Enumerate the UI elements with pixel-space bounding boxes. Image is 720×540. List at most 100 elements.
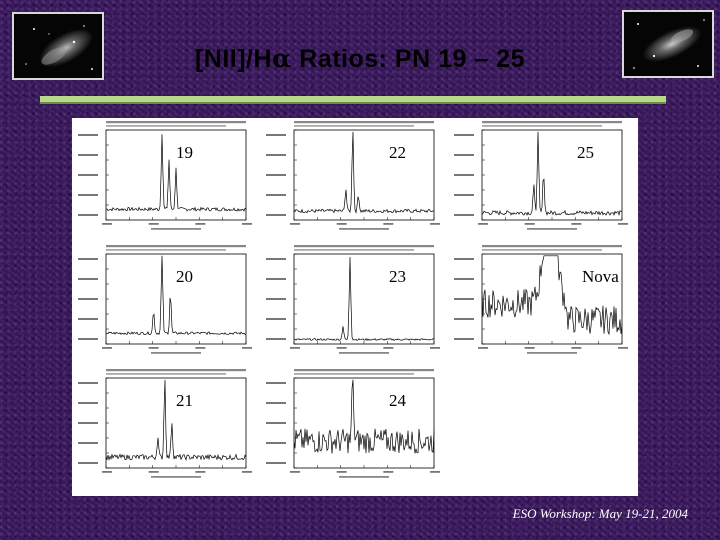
galaxy-image-left (12, 12, 104, 80)
panel-header-line (106, 373, 226, 375)
panel-label: 25 (577, 143, 594, 162)
y-tick-label (266, 214, 286, 216)
x-tick-label (618, 347, 628, 349)
y-tick-label (78, 338, 98, 340)
plot-frame (481, 129, 623, 221)
y-tick-label (266, 442, 286, 444)
panel-label: 21 (176, 391, 193, 410)
panel-label: 19 (176, 143, 193, 162)
y-tick-label (266, 338, 286, 340)
x-tick-label (290, 223, 300, 225)
spectrum-trace (293, 257, 435, 341)
spectrum-panel: 24 (266, 369, 440, 478)
panel-label: Nova (582, 267, 619, 286)
y-tick-label (266, 402, 286, 404)
x-tick-label (383, 223, 394, 225)
x-axis-title (151, 476, 201, 478)
spectrum-panel: 20 (78, 245, 252, 354)
y-tick-label (78, 194, 98, 196)
spectrum-panel: Nova (454, 245, 628, 354)
panel-label: 23 (389, 267, 406, 286)
plot-frame (293, 129, 435, 221)
x-tick-label (102, 223, 112, 225)
plot-frame (293, 377, 435, 469)
panel-header-line (106, 125, 226, 127)
spectrum-panel: 19 (78, 121, 252, 230)
panel-header-line (106, 369, 246, 372)
y-tick-label (454, 134, 474, 136)
x-axis-title (339, 352, 389, 354)
x-tick-label (478, 347, 488, 349)
y-tick-label (454, 214, 474, 216)
y-tick-label (454, 278, 474, 280)
spectra-figure: 19 22 25 20 23 Nova 21 24 (72, 118, 638, 496)
x-tick-label (290, 347, 300, 349)
x-tick-label (148, 347, 159, 349)
panel-label: 22 (389, 143, 406, 162)
y-tick-label (78, 422, 98, 424)
y-tick-label (266, 278, 286, 280)
panel-header-line (106, 245, 246, 248)
x-axis-title (339, 228, 389, 230)
x-axis-title (151, 352, 201, 354)
spectrum-panel: 25 (454, 121, 628, 230)
y-tick-label (454, 194, 474, 196)
y-tick-label (454, 298, 474, 300)
panel-header-line (294, 373, 414, 375)
x-tick-label (571, 223, 582, 225)
footer-text: ESO Workshop: May 19-21, 2004 (512, 506, 688, 521)
y-tick-label (266, 462, 286, 464)
x-tick-label (336, 223, 347, 225)
y-tick-label (78, 154, 98, 156)
title-divider (40, 96, 666, 102)
x-tick-label (195, 223, 206, 225)
galaxy-image-right (622, 10, 714, 78)
panel-label: 24 (389, 391, 407, 410)
x-tick-label (571, 347, 582, 349)
spectrum-trace (481, 255, 623, 336)
y-tick-label (266, 318, 286, 320)
spectrum-panel: 22 (266, 121, 440, 230)
x-tick-label (430, 347, 440, 349)
y-tick-label (454, 154, 474, 156)
spectra-grid: 19 22 25 20 23 Nova 21 24 (78, 121, 628, 478)
x-tick-label (524, 223, 535, 225)
title-alpha: α (272, 44, 292, 73)
x-tick-label (242, 471, 252, 473)
plot-frame (293, 253, 435, 345)
spectrum-trace (105, 379, 247, 461)
x-axis-title (339, 476, 389, 478)
y-tick-label (454, 258, 474, 260)
y-tick-label (266, 154, 286, 156)
y-tick-label (454, 318, 474, 320)
x-tick-label (430, 223, 440, 225)
x-tick-label (478, 223, 488, 225)
y-tick-label (78, 402, 98, 404)
x-tick-label (336, 347, 347, 349)
spectrum-trace (293, 131, 434, 214)
y-tick-label (78, 278, 98, 280)
x-tick-label (383, 471, 394, 473)
x-axis-title (527, 228, 577, 230)
y-tick-label (266, 258, 286, 260)
title-prefix: [NII]/H (194, 45, 273, 73)
x-tick-label (148, 223, 159, 225)
y-tick-label (266, 194, 286, 196)
y-tick-label (454, 338, 474, 340)
y-tick-label (78, 214, 98, 216)
y-tick-label (266, 422, 286, 424)
x-tick-label (383, 347, 394, 349)
y-tick-label (78, 258, 98, 260)
y-tick-label (78, 134, 98, 136)
x-tick-label (618, 223, 628, 225)
y-tick-label (266, 298, 286, 300)
y-tick-label (78, 318, 98, 320)
panel-label: 20 (176, 267, 193, 286)
panel-header-line (482, 245, 622, 248)
y-tick-label (78, 442, 98, 444)
panel-header-line (294, 369, 434, 372)
spectrum-trace (293, 379, 435, 454)
title-suffix: Ratios: PN 19 – 25 (291, 45, 526, 73)
y-tick-label (78, 462, 98, 464)
x-tick-label (195, 471, 206, 473)
